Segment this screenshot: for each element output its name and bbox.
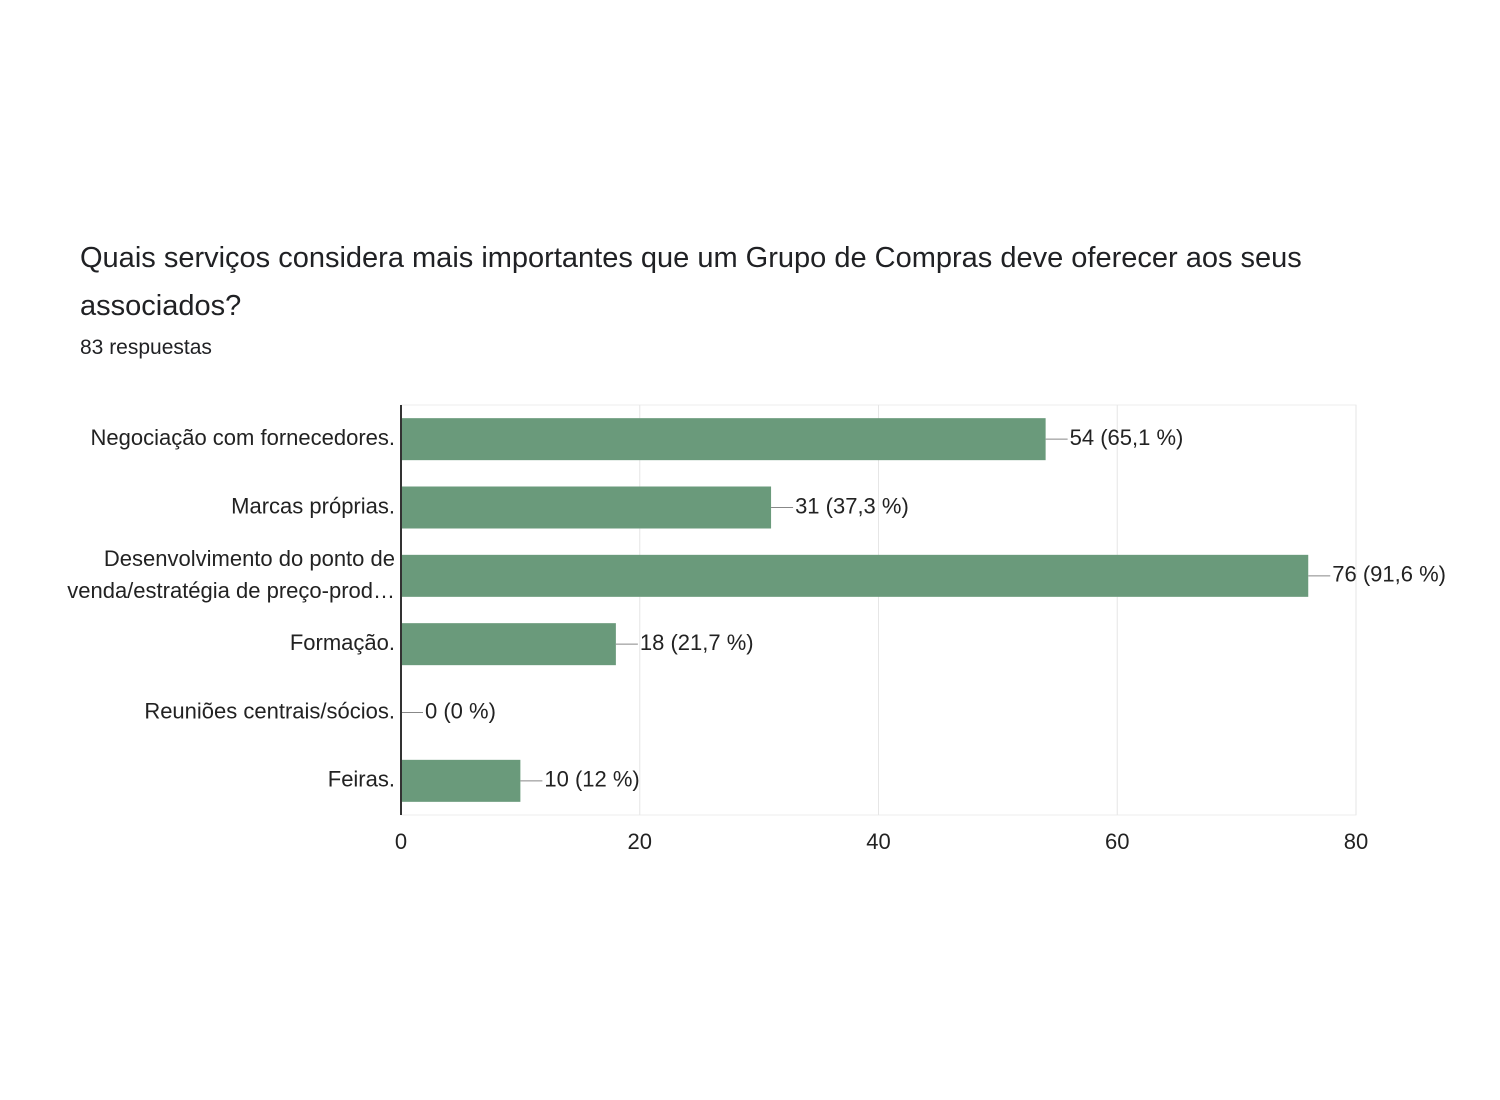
x-tick-label: 20: [628, 829, 652, 854]
x-tick-label: 0: [395, 829, 407, 854]
bar: [401, 486, 772, 529]
bar: [401, 759, 521, 802]
x-tick-label: 80: [1344, 829, 1368, 854]
bar: [401, 554, 1309, 597]
y-tick-label: Formação.: [290, 630, 395, 655]
x-tick-label: 40: [866, 829, 890, 854]
value-label: 10 (12 %): [544, 767, 639, 792]
chart-subtitle: 83 respuestas: [80, 336, 212, 359]
bar: [401, 418, 1046, 461]
y-tick-label: Feiras.: [328, 767, 395, 792]
y-tick-label: Desenvolvimento do ponto de venda/estraté…: [67, 546, 395, 603]
x-tick-label: 60: [1105, 829, 1129, 854]
value-label: 18 (21,7 %): [640, 630, 754, 655]
value-label: 0 (0 %): [425, 698, 496, 723]
value-label: 54 (65,1 %): [1070, 425, 1184, 450]
y-tick-label: Negociação com fornecedores.: [91, 425, 396, 450]
bar: [401, 623, 616, 666]
chart-title: Quais serviços considera mais importante…: [80, 242, 1302, 322]
value-label: 76 (91,6 %): [1332, 562, 1446, 587]
y-tick-label: Reuniões centrais/sócios.: [144, 698, 395, 723]
value-label: 31 (37,3 %): [795, 493, 909, 518]
y-tick-label: Marcas próprias.: [231, 493, 395, 518]
